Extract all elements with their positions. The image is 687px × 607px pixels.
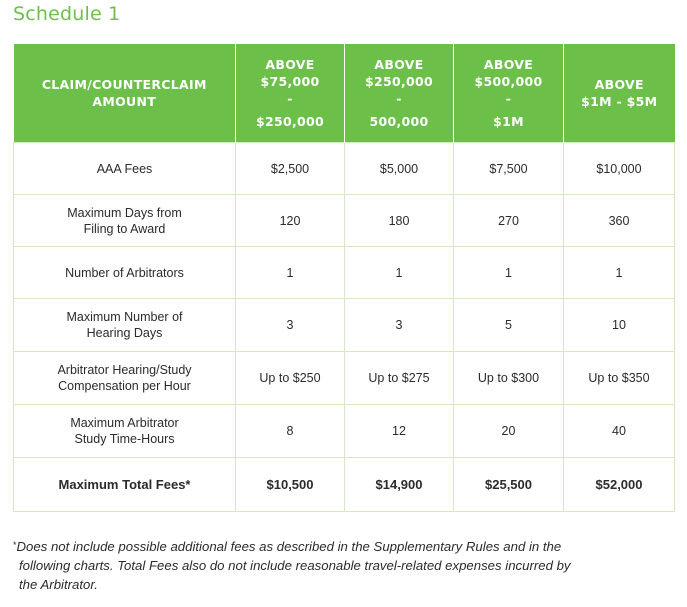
fee-schedule-table: CLAIM/COUNTERCLAIM AMOUNT ABOVE $75,000 …	[13, 44, 675, 512]
table-row: AAA Fees $2,500 $5,000 $7,500 $10,000	[13, 142, 675, 195]
table-cell: $2,500	[235, 142, 345, 195]
footnote-line: *Does not include possible additional fe…	[13, 537, 673, 556]
header-column-2: ABOVE $250,000 - 500,000	[344, 44, 454, 143]
table-cell: 12	[344, 404, 454, 458]
footnote-line: following charts. Total Fees also do not…	[19, 558, 571, 573]
row-label-line: Maximum Arbitrator	[70, 416, 179, 430]
table-cell: 20	[453, 404, 564, 458]
table-cell: Up to $250	[235, 351, 345, 405]
table-cell: 360	[563, 194, 675, 247]
table-cell: 180	[344, 194, 454, 247]
table-cell: 270	[453, 194, 564, 247]
header-line: $250,000	[255, 114, 325, 129]
header-label-line: AMOUNT	[92, 94, 157, 109]
table-row: Maximum Arbitrator Study Time-Hours 8 12…	[13, 404, 675, 458]
row-label-line: Filing to Award	[83, 221, 166, 236]
header-label-line: CLAIM/COUNTERCLAIM	[41, 77, 207, 92]
table-cell: $25,500	[453, 457, 564, 512]
header-line: ABOVE	[594, 77, 644, 92]
table-cell: $7,500	[453, 142, 564, 195]
table-cell: $14,900	[344, 457, 454, 512]
table-cell: 5	[453, 298, 564, 352]
row-label-line: Study Time-Hours	[74, 432, 175, 446]
row-label-line: Hearing Days	[86, 326, 163, 340]
row-label: Maximum Days from Filing to Award	[13, 194, 236, 247]
row-label-line: Compensation per Hour	[58, 379, 191, 393]
header-line: 500,000	[369, 114, 429, 129]
row-label: Arbitrator Hearing/Study Compensation pe…	[13, 351, 236, 405]
footnote: *Does not include possible additional fe…	[13, 537, 673, 594]
header-column-3: ABOVE $500,000 - $1M	[453, 44, 564, 143]
table-header-row: CLAIM/COUNTERCLAIM AMOUNT ABOVE $75,000 …	[13, 44, 675, 143]
header-line: $500,000	[474, 74, 543, 89]
table-cell: 1	[563, 246, 675, 299]
row-label-line: Arbitrator Hearing/Study	[57, 363, 192, 377]
row-label-line: AAA Fees	[96, 161, 153, 176]
table-row: Maximum Number of Hearing Days 3 3 5 10	[13, 298, 675, 352]
table-cell: Up to $350	[563, 351, 675, 405]
header-line: ABOVE	[265, 57, 315, 72]
row-label: Maximum Number of Hearing Days	[13, 298, 236, 352]
table-cell: Up to $300	[453, 351, 564, 405]
row-label-line: Maximum Days from	[67, 205, 182, 220]
table-row: Arbitrator Hearing/Study Compensation pe…	[13, 351, 675, 405]
table-cell: 10	[563, 298, 675, 352]
table-cell: 120	[235, 194, 345, 247]
header-line: -	[505, 91, 512, 106]
table-cell: 40	[563, 404, 675, 458]
table-cell: 3	[344, 298, 454, 352]
row-label-line: Maximum Number of	[66, 310, 183, 324]
table-row: Number of Arbitrators 1 1 1 1	[13, 246, 675, 299]
table-cell: 3	[235, 298, 345, 352]
footnote-line: the Arbitrator.	[19, 577, 98, 592]
header-column-1: ABOVE $75,000 - $250,000	[235, 44, 345, 143]
footnote-text: Does not include possible additional fee…	[16, 539, 562, 554]
row-label: Maximum Arbitrator Study Time-Hours	[13, 404, 236, 458]
header-line: -	[287, 91, 293, 106]
table-row-total: Maximum Total Fees* $10,500 $14,900 $25,…	[13, 457, 675, 512]
table-cell: $52,000	[563, 457, 675, 512]
row-label: Number of Arbitrators	[13, 246, 236, 299]
header-line: $1M	[493, 114, 524, 129]
table-row: Maximum Days from Filing to Award 120 18…	[13, 194, 675, 247]
table-cell: 1	[453, 246, 564, 299]
table-cell: Up to $275	[344, 351, 454, 405]
header-line: ABOVE	[374, 57, 424, 72]
header-claim-amount: CLAIM/COUNTERCLAIM AMOUNT	[13, 44, 236, 143]
footnote-asterisk: *	[13, 540, 17, 550]
table-cell: $10,000	[563, 142, 675, 195]
page-title: Schedule 1	[13, 3, 121, 25]
row-label-line: Maximum Total Fees*	[58, 476, 191, 492]
table-cell: $5,000	[344, 142, 454, 195]
header-line: $75,000	[260, 74, 320, 89]
row-label-line: Number of Arbitrators	[65, 265, 184, 280]
header-column-4: ABOVE $1M - $5M	[563, 44, 675, 143]
header-line: $1M - $5M	[581, 94, 658, 109]
header-line: ABOVE	[483, 57, 534, 72]
table-cell: 1	[344, 246, 454, 299]
table-cell: 8	[235, 404, 345, 458]
table-cell: 1	[235, 246, 345, 299]
header-line: $250,000	[364, 74, 434, 89]
row-label: Maximum Total Fees*	[13, 457, 236, 512]
row-label: AAA Fees	[13, 142, 236, 195]
table-cell: $10,500	[235, 457, 345, 512]
header-line: -	[396, 91, 402, 106]
